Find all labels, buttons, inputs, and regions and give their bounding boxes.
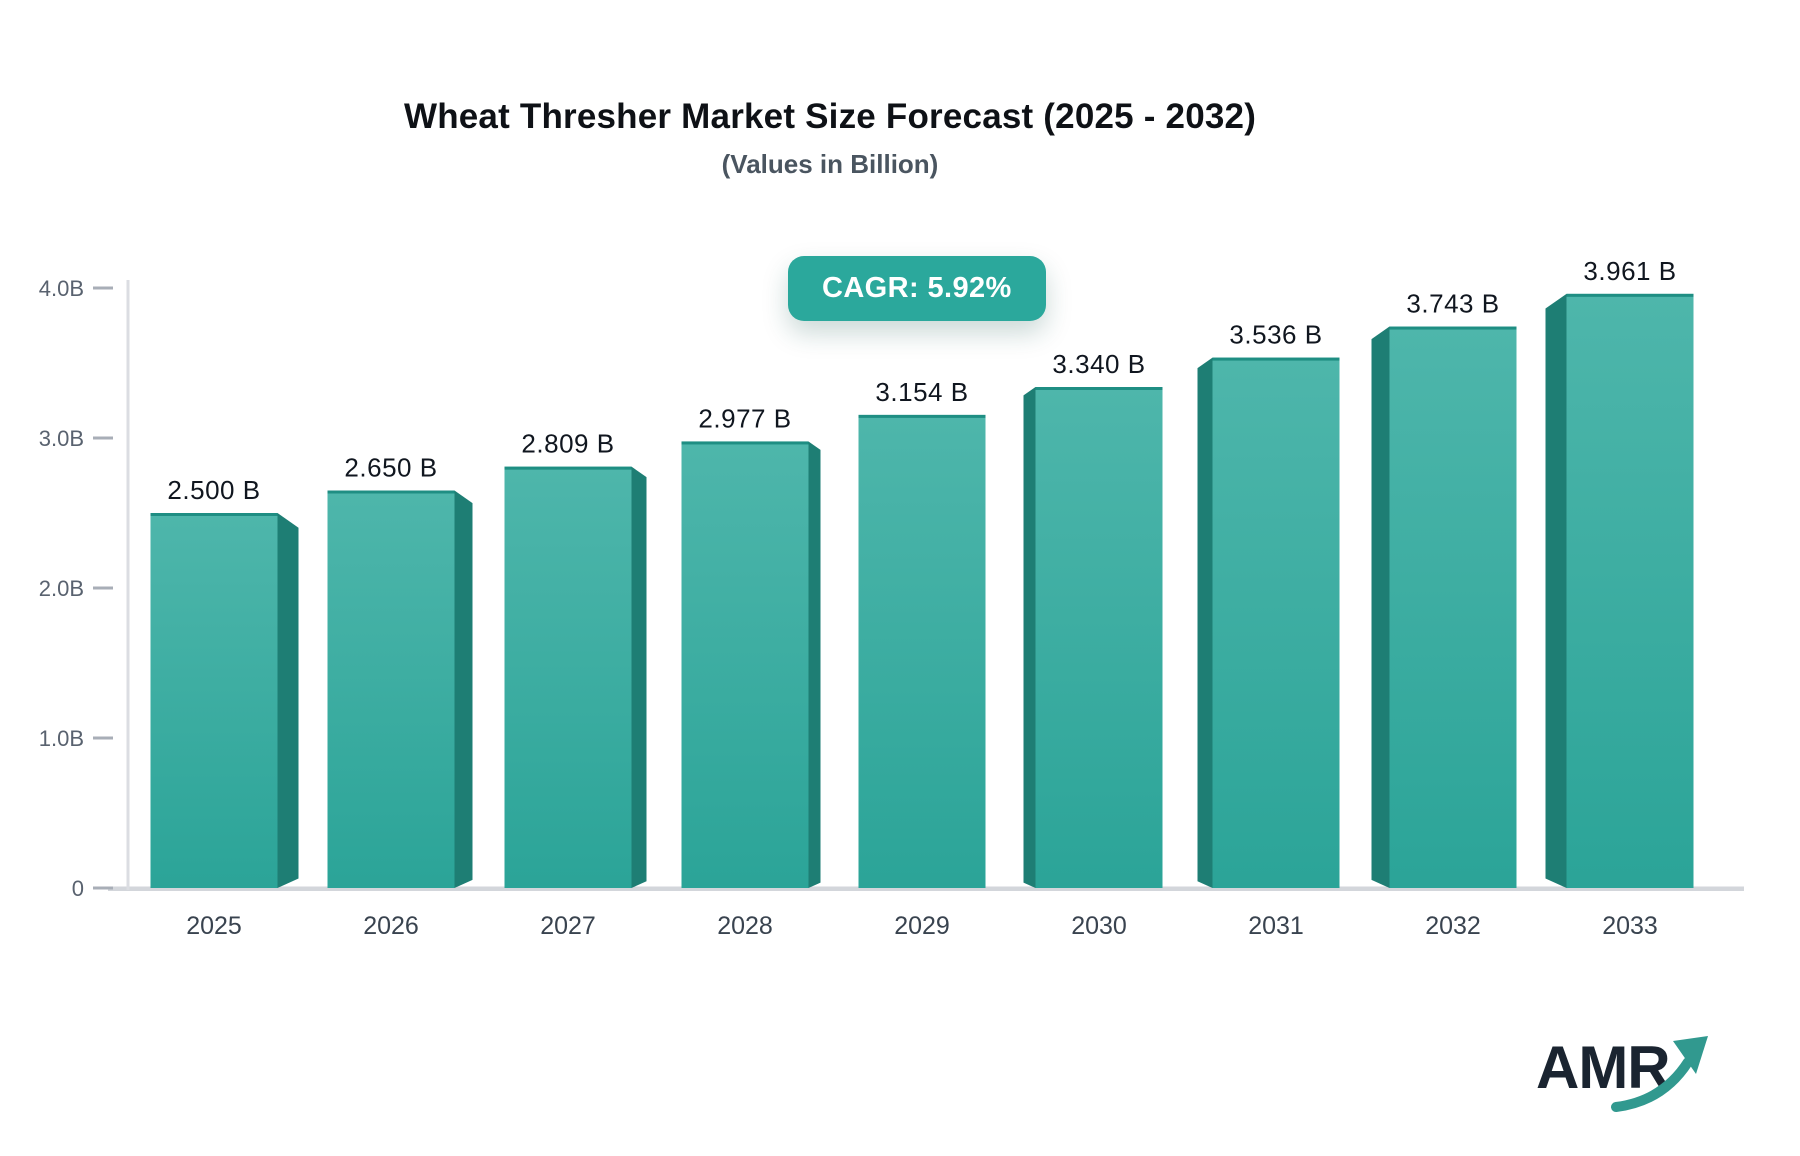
bar-top-edge-2026 (327, 490, 455, 494)
growth-arrow-icon (1611, 1036, 1708, 1112)
y-axis-label: 4.0B (39, 276, 84, 301)
bar-side-face-2028 (808, 441, 821, 888)
x-axis-label: 2029 (894, 912, 950, 940)
y-axis-line (126, 280, 130, 890)
bar-value-label: 3.340 B (1052, 349, 1145, 379)
x-axis-label: 2028 (717, 912, 773, 940)
x-axis-label: 2025 (186, 912, 242, 940)
bar-2025 (150, 513, 278, 888)
bar-2031 (1212, 357, 1340, 889)
bar-side-face-2033 (1545, 293, 1567, 889)
bar-side-face-2030 (1023, 387, 1036, 888)
bar-value-label: 3.536 B (1229, 320, 1322, 350)
chart-subtitle: (Values in Billion) (721, 149, 939, 179)
y-axis-tick (93, 586, 113, 590)
bar-2027 (504, 466, 632, 888)
y-axis-label: 2.0B (39, 576, 84, 601)
bar-value-label: 2.500 B (167, 475, 260, 505)
bar-side-face-2031 (1197, 357, 1213, 889)
y-axis-tick (93, 736, 113, 740)
bar-side-face-2026 (454, 490, 473, 888)
bar-side-face-2027 (631, 466, 647, 888)
cagr-badge: CAGR: 5.92% (788, 256, 1046, 321)
bar-2032 (1389, 326, 1517, 888)
y-axis-label: 1.0B (39, 726, 84, 751)
bar-top-edge-2032 (1389, 326, 1517, 330)
bar-top-edge-2027 (504, 466, 632, 470)
bar-top-edge-2025 (150, 513, 278, 516)
bar-value-label: 2.809 B (521, 429, 614, 459)
y-axis-label: 3.0B (39, 426, 84, 451)
y-axis-tick (93, 886, 113, 890)
bar-side-face-2025 (277, 513, 299, 888)
x-axis-label: 2032 (1425, 912, 1481, 940)
bar-2030 (1035, 387, 1163, 888)
x-axis-label: 2027 (540, 912, 596, 940)
bar-2028 (681, 441, 809, 888)
bar-top-edge-2028 (681, 441, 809, 445)
amr-logo: AMR (1536, 1034, 1708, 1112)
bar-2033 (1566, 293, 1694, 889)
bar-top-edge-2029 (858, 414, 986, 418)
bar-value-label: 2.650 B (344, 453, 437, 483)
y-axis-label: 0 (72, 876, 84, 901)
bar-2026 (327, 490, 455, 888)
y-axis-tick (93, 436, 113, 440)
x-axis-label: 2026 (363, 912, 419, 940)
bar-top-edge-2030 (1035, 387, 1163, 390)
bar-side-face-2032 (1371, 326, 1390, 888)
bar-value-label: 3.961 B (1583, 256, 1676, 286)
bar-value-label: 3.154 B (875, 377, 968, 407)
x-axis-label: 2031 (1248, 912, 1304, 940)
x-axis-line (108, 886, 1744, 891)
bar-value-label: 3.743 B (1406, 289, 1499, 319)
x-axis-label: 2030 (1071, 912, 1127, 940)
x-axis-label: 2033 (1602, 912, 1658, 940)
bar-top-edge-2031 (1212, 357, 1340, 361)
bar-top-edge-2033 (1566, 293, 1694, 297)
y-axis-tick (93, 286, 113, 290)
bar-2029 (858, 414, 986, 888)
amr-logo-text: AMR (1536, 1034, 1670, 1101)
bar-value-label: 2.977 B (698, 403, 791, 433)
chart-title: Wheat Thresher Market Size Forecast (202… (403, 97, 1257, 136)
